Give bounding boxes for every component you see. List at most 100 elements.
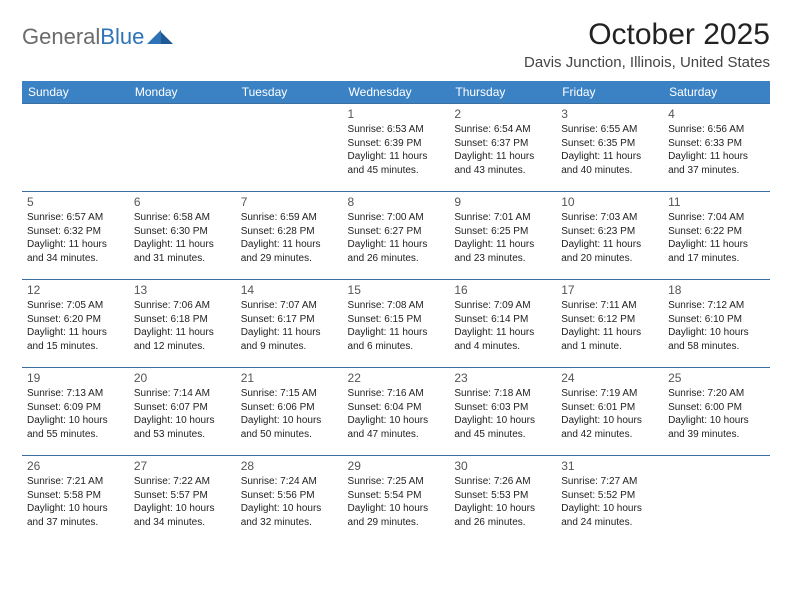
day-number: 3 xyxy=(561,107,658,121)
calendar-cell xyxy=(22,104,129,192)
day-number: 31 xyxy=(561,459,658,473)
day-info: Sunrise: 7:20 AMSunset: 6:00 PMDaylight:… xyxy=(668,387,765,441)
day-number: 30 xyxy=(454,459,551,473)
calendar-cell: 30 Sunrise: 7:26 AMSunset: 5:53 PMDayligh… xyxy=(449,456,556,544)
calendar-cell: 8 Sunrise: 7:00 AMSunset: 6:27 PMDaylight… xyxy=(343,192,450,280)
logo: GeneralBlue xyxy=(22,18,173,50)
day-number: 13 xyxy=(134,283,231,297)
weekday-header: Thursday xyxy=(449,81,556,104)
day-info: Sunrise: 6:57 AMSunset: 6:32 PMDaylight:… xyxy=(27,211,124,265)
calendar-cell xyxy=(236,104,343,192)
day-info: Sunrise: 6:58 AMSunset: 6:30 PMDaylight:… xyxy=(134,211,231,265)
weekday-header: Friday xyxy=(556,81,663,104)
day-info: Sunrise: 7:14 AMSunset: 6:07 PMDaylight:… xyxy=(134,387,231,441)
day-number: 1 xyxy=(348,107,445,121)
day-number: 15 xyxy=(348,283,445,297)
day-number: 28 xyxy=(241,459,338,473)
calendar-cell: 1 Sunrise: 6:53 AMSunset: 6:39 PMDaylight… xyxy=(343,104,450,192)
day-number: 25 xyxy=(668,371,765,385)
weekday-header: Tuesday xyxy=(236,81,343,104)
calendar-cell: 13 Sunrise: 7:06 AMSunset: 6:18 PMDayligh… xyxy=(129,280,236,368)
day-info: Sunrise: 7:06 AMSunset: 6:18 PMDaylight:… xyxy=(134,299,231,353)
day-info: Sunrise: 6:59 AMSunset: 6:28 PMDaylight:… xyxy=(241,211,338,265)
calendar-cell: 25 Sunrise: 7:20 AMSunset: 6:00 PMDayligh… xyxy=(663,368,770,456)
calendar-cell: 15 Sunrise: 7:08 AMSunset: 6:15 PMDayligh… xyxy=(343,280,450,368)
day-info: Sunrise: 7:19 AMSunset: 6:01 PMDaylight:… xyxy=(561,387,658,441)
day-number: 6 xyxy=(134,195,231,209)
logo-text: GeneralBlue xyxy=(22,24,144,50)
day-info: Sunrise: 7:26 AMSunset: 5:53 PMDaylight:… xyxy=(454,475,551,529)
logo-part2: Blue xyxy=(100,24,144,49)
calendar-row: 12 Sunrise: 7:05 AMSunset: 6:20 PMDayligh… xyxy=(22,280,770,368)
day-number: 24 xyxy=(561,371,658,385)
calendar-cell: 3 Sunrise: 6:55 AMSunset: 6:35 PMDaylight… xyxy=(556,104,663,192)
day-number: 2 xyxy=(454,107,551,121)
day-info: Sunrise: 6:53 AMSunset: 6:39 PMDaylight:… xyxy=(348,123,445,177)
calendar-cell xyxy=(129,104,236,192)
month-title: October 2025 xyxy=(524,18,770,52)
day-info: Sunrise: 7:12 AMSunset: 6:10 PMDaylight:… xyxy=(668,299,765,353)
calendar-cell: 28 Sunrise: 7:24 AMSunset: 5:56 PMDayligh… xyxy=(236,456,343,544)
calendar-cell: 9Sunrise: 7:01 AMSunset: 6:25 PMDaylight… xyxy=(449,192,556,280)
day-info: Sunrise: 7:08 AMSunset: 6:15 PMDaylight:… xyxy=(348,299,445,353)
calendar-cell: 19Sunrise: 7:13 AMSunset: 6:09 PMDayligh… xyxy=(22,368,129,456)
day-info: Sunrise: 7:00 AMSunset: 6:27 PMDaylight:… xyxy=(348,211,445,265)
calendar-cell: 6 Sunrise: 6:58 AMSunset: 6:30 PMDaylight… xyxy=(129,192,236,280)
weekday-header: Monday xyxy=(129,81,236,104)
day-number: 21 xyxy=(241,371,338,385)
day-info: Sunrise: 7:24 AMSunset: 5:56 PMDaylight:… xyxy=(241,475,338,529)
day-info: Sunrise: 6:54 AMSunset: 6:37 PMDaylight:… xyxy=(454,123,551,177)
day-number: 19 xyxy=(27,371,124,385)
day-number: 26 xyxy=(27,459,124,473)
day-number: 9 xyxy=(454,195,551,209)
calendar-cell: 14Sunrise: 7:07 AMSunset: 6:17 PMDayligh… xyxy=(236,280,343,368)
calendar-row: 26Sunrise: 7:21 AMSunset: 5:58 PMDayligh… xyxy=(22,456,770,544)
calendar-page: GeneralBlue October 2025 Davis Junction,… xyxy=(0,0,792,554)
calendar-cell: 12 Sunrise: 7:05 AMSunset: 6:20 PMDayligh… xyxy=(22,280,129,368)
day-info: Sunrise: 7:04 AMSunset: 6:22 PMDaylight:… xyxy=(668,211,765,265)
day-info: Sunrise: 7:03 AMSunset: 6:23 PMDaylight:… xyxy=(561,211,658,265)
title-block: October 2025 Davis Junction, Illinois, U… xyxy=(524,18,770,71)
calendar-cell: 10Sunrise: 7:03 AMSunset: 6:23 PMDayligh… xyxy=(556,192,663,280)
weekday-header: Wednesday xyxy=(343,81,450,104)
day-number: 16 xyxy=(454,283,551,297)
day-number: 18 xyxy=(668,283,765,297)
calendar-cell: 23 Sunrise: 7:18 AMSunset: 6:03 PMDayligh… xyxy=(449,368,556,456)
day-info: Sunrise: 7:15 AMSunset: 6:06 PMDaylight:… xyxy=(241,387,338,441)
day-number: 23 xyxy=(454,371,551,385)
day-number: 11 xyxy=(668,195,765,209)
day-info: Sunrise: 6:55 AMSunset: 6:35 PMDaylight:… xyxy=(561,123,658,177)
calendar-cell xyxy=(663,456,770,544)
calendar-cell: 31Sunrise: 7:27 AMSunset: 5:52 PMDayligh… xyxy=(556,456,663,544)
day-number: 5 xyxy=(27,195,124,209)
day-info: Sunrise: 7:22 AMSunset: 5:57 PMDaylight:… xyxy=(134,475,231,529)
day-number: 29 xyxy=(348,459,445,473)
calendar-cell: 4 Sunrise: 6:56 AMSunset: 6:33 PMDaylight… xyxy=(663,104,770,192)
weekday-header: Saturday xyxy=(663,81,770,104)
day-number: 7 xyxy=(241,195,338,209)
calendar-cell: 7 Sunrise: 6:59 AMSunset: 6:28 PMDaylight… xyxy=(236,192,343,280)
header: GeneralBlue October 2025 Davis Junction,… xyxy=(22,18,770,71)
weekday-header: Sunday xyxy=(22,81,129,104)
day-number: 17 xyxy=(561,283,658,297)
calendar-cell: 22Sunrise: 7:16 AMSunset: 6:04 PMDayligh… xyxy=(343,368,450,456)
calendar-cell: 16Sunrise: 7:09 AMSunset: 6:14 PMDayligh… xyxy=(449,280,556,368)
day-number: 20 xyxy=(134,371,231,385)
day-info: Sunrise: 7:18 AMSunset: 6:03 PMDaylight:… xyxy=(454,387,551,441)
calendar-cell: 17 Sunrise: 7:11 AMSunset: 6:12 PMDayligh… xyxy=(556,280,663,368)
day-info: Sunrise: 7:11 AMSunset: 6:12 PMDaylight:… xyxy=(561,299,658,353)
day-info: Sunrise: 7:05 AMSunset: 6:20 PMDaylight:… xyxy=(27,299,124,353)
day-number: 8 xyxy=(348,195,445,209)
day-info: Sunrise: 7:25 AMSunset: 5:54 PMDaylight:… xyxy=(348,475,445,529)
day-number: 4 xyxy=(668,107,765,121)
day-number: 22 xyxy=(348,371,445,385)
day-info: Sunrise: 6:56 AMSunset: 6:33 PMDaylight:… xyxy=(668,123,765,177)
logo-part1: General xyxy=(22,24,100,49)
logo-triangle-icon xyxy=(147,26,173,49)
calendar-body: 1 Sunrise: 6:53 AMSunset: 6:39 PMDaylight… xyxy=(22,104,770,544)
calendar-row: 19Sunrise: 7:13 AMSunset: 6:09 PMDayligh… xyxy=(22,368,770,456)
location: Davis Junction, Illinois, United States xyxy=(524,54,770,71)
calendar-cell: 24 Sunrise: 7:19 AMSunset: 6:01 PMDayligh… xyxy=(556,368,663,456)
calendar-table: Sunday Monday Tuesday Wednesday Thursday… xyxy=(22,81,770,544)
day-number: 12 xyxy=(27,283,124,297)
